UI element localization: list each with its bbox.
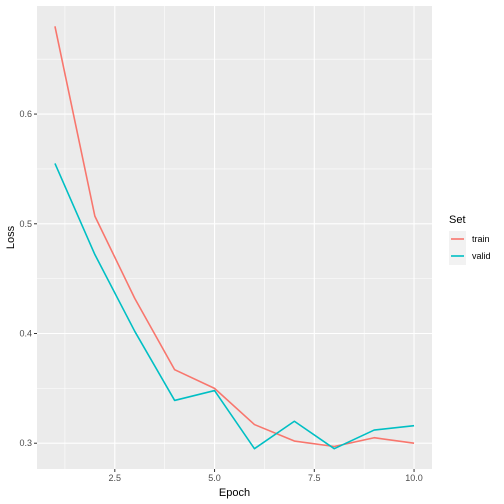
legend-title: Set — [449, 214, 466, 226]
y-tick-label: 0.3 — [19, 438, 32, 448]
series-line-train — [54, 26, 415, 448]
x-axis-title: Epoch — [219, 487, 250, 499]
legend-label-valid: valid — [472, 251, 491, 261]
x-tick-label: 5.0 — [208, 473, 221, 483]
grid-minor — [37, 6, 432, 469]
legend: Set train valid — [449, 214, 491, 265]
series-lines — [54, 26, 415, 450]
y-tick-label: 0.6 — [19, 109, 32, 119]
x-tick-label: 10.0 — [405, 473, 423, 483]
plot-panel — [37, 6, 432, 469]
x-tick-label: 7.5 — [308, 473, 321, 483]
x-tick-label: 2.5 — [109, 473, 122, 483]
y-tick-label: 0.5 — [19, 219, 32, 229]
x-axis-ticks: 2.5 5.0 7.5 10.0 — [109, 469, 423, 483]
y-axis-title: Loss — [5, 225, 17, 249]
series-line-valid — [54, 163, 415, 450]
y-axis-ticks: 0.3 0.4 0.5 0.6 — [19, 109, 37, 448]
legend-label-train: train — [472, 234, 490, 244]
y-tick-label: 0.4 — [19, 329, 32, 339]
